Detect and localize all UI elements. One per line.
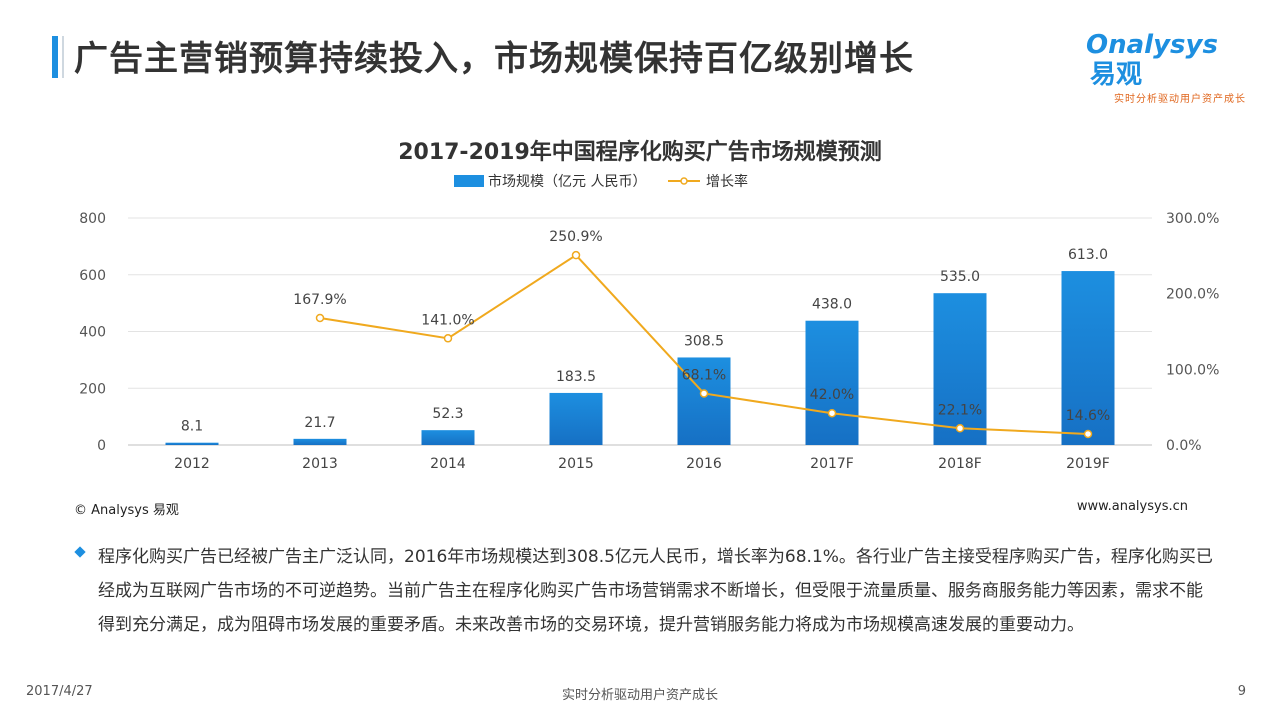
logo-cn: 易观	[1090, 60, 1143, 90]
bar-value-label: 52.3	[432, 406, 463, 422]
footer-date: 2017/4/27	[26, 684, 93, 699]
bar-value-label: 613.0	[1068, 247, 1108, 263]
left-axis-tick-label: 0	[97, 438, 106, 454]
growth-rate-label: 22.1%	[938, 402, 982, 418]
left-axis-tick-label: 800	[79, 211, 106, 227]
chart-title: 2017-2019年中国程序化购买广告市场规模预测	[398, 140, 882, 165]
right-axis-tick-label: 0.0%	[1166, 438, 1202, 454]
bar-value-label: 535.0	[940, 269, 980, 285]
x-axis-tick-label: 2016	[686, 456, 722, 472]
bar	[933, 293, 987, 445]
legend-bar-swatch	[454, 175, 484, 187]
growth-rate-point	[955, 424, 965, 433]
bar-value-label: 438.0	[812, 297, 852, 313]
copyright-text: © Analysys 易观	[74, 503, 179, 518]
legend-line-label: 增长率	[706, 173, 748, 190]
bar	[1061, 271, 1115, 445]
growth-rate-label: 68.1%	[682, 367, 726, 383]
bar-value-label: 21.7	[304, 415, 335, 431]
growth-rate-label: 250.9%	[549, 229, 602, 245]
footer-tagline: 实时分析驱动用户资产成长	[561, 688, 718, 703]
left-axis-tick-label: 400	[79, 325, 106, 341]
x-axis-tick-label: 2015	[558, 456, 594, 472]
bar	[293, 438, 347, 445]
logo-tagline: 实时分析驱动用户资产成长	[1114, 94, 1246, 105]
title-accent-line	[62, 36, 64, 78]
page-title: 广告主营销预算持续投入，市场规模保持百亿级别增长	[74, 39, 914, 79]
diamond-bullet-icon	[74, 546, 86, 558]
summary-text: 程序化购买广告已经被广告主广泛认同，2016年市场规模达到308.5亿元人民币，…	[98, 547, 1213, 635]
growth-rate-point	[315, 313, 325, 323]
legend-line-marker	[680, 177, 688, 185]
bar	[421, 430, 475, 445]
growth-rate-point	[827, 408, 837, 418]
logo-wordmark: Οnalysys易观	[1086, 30, 1246, 90]
growth-rate-label: 14.6%	[1066, 408, 1110, 424]
legend-bar-label: 市场规模（亿元 人民币）	[488, 173, 646, 190]
x-axis-tick-label: 2012	[174, 456, 210, 472]
x-axis-tick-label: 2019F	[1066, 456, 1110, 472]
bar	[805, 320, 859, 445]
bar-value-label: 8.1	[181, 419, 203, 435]
growth-rate-point	[443, 334, 453, 343]
left-axis-tick-label: 600	[79, 268, 106, 284]
left-axis-tick-label: 200	[79, 381, 106, 397]
growth-rate-point	[1083, 429, 1093, 439]
logo-text: nalysys	[1108, 30, 1218, 60]
growth-rate-label: 42.0%	[810, 387, 854, 403]
analysys-logo: Οnalysys易观 实时分析驱动用户资产成长	[1086, 30, 1246, 105]
growth-rate-point	[699, 389, 709, 398]
bar-value-label: 183.5	[556, 369, 596, 385]
market-size-chart: 0 200 400 600 800 0.0% 100.0% 200.0% 300.0% 市场规模（…	[79, 173, 1219, 472]
x-axis-tick-label: 2017F	[810, 456, 854, 472]
growth-rate-label: 141.0%	[421, 312, 474, 328]
website-link[interactable]: www.analysys.cn	[1076, 499, 1188, 514]
title-accent-bar	[52, 36, 58, 78]
x-axis-tick-label: 2018F	[938, 456, 982, 472]
growth-rate-label: 167.9%	[293, 292, 346, 308]
bar	[165, 442, 219, 445]
bar-value-label: 308.5	[684, 333, 724, 349]
growth-rate-point	[571, 250, 581, 260]
bar	[677, 357, 731, 445]
right-axis-tick-label: 300.0%	[1166, 211, 1219, 227]
page-number: 9	[1237, 684, 1246, 699]
x-axis-tick-label: 2014	[430, 456, 466, 472]
right-axis-tick-label: 100.0%	[1166, 362, 1219, 378]
logo-o-icon: Ο	[1086, 30, 1109, 60]
x-axis-tick-label: 2013	[302, 456, 338, 472]
right-axis-tick-label: 200.0%	[1166, 287, 1219, 303]
bar	[549, 392, 603, 445]
